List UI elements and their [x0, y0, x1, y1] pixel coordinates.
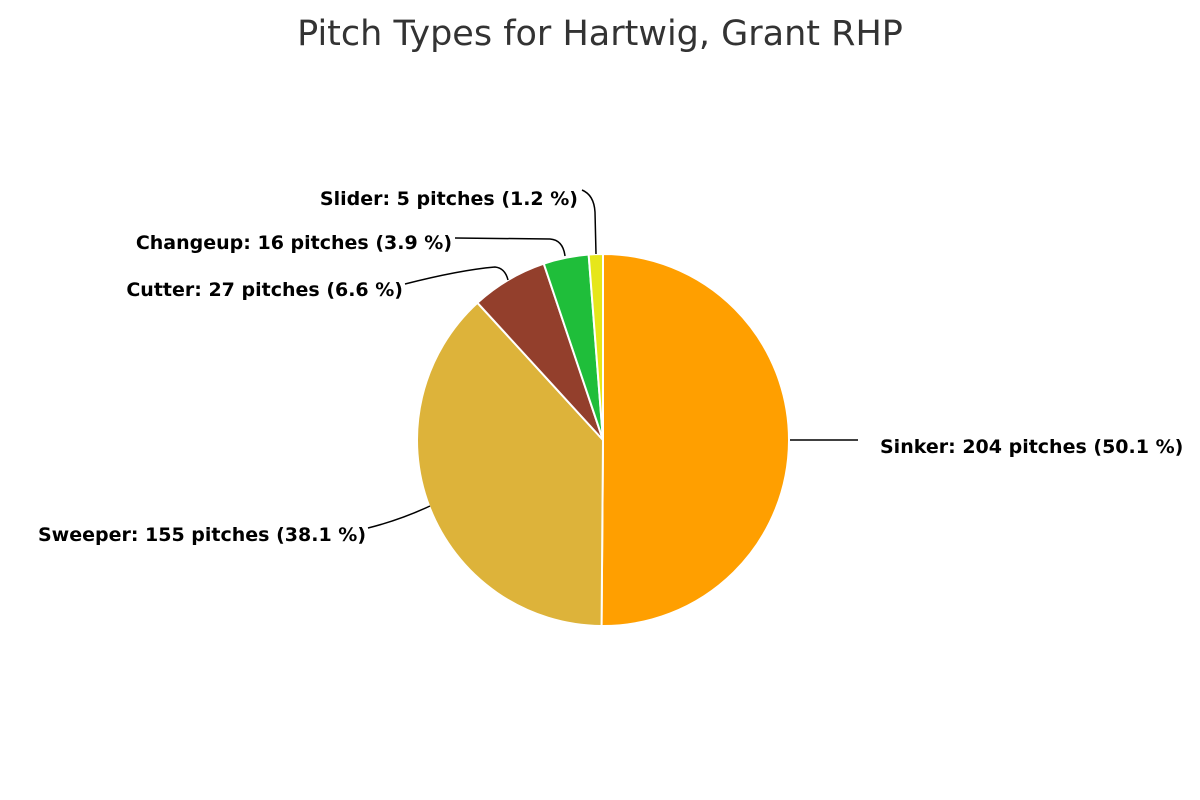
pie-slice-slider[interactable] — [587, 252, 604, 441]
connector-cutter — [404, 266, 509, 285]
data-label-changeup: Changeup: 16 pitches (3.9 %) — [136, 232, 452, 254]
data-label-sweeper: Sweeper: 155 pitches (38.1 %) — [38, 524, 366, 546]
chart-title: Pitch Types for Hartwig, Grant RHP — [297, 14, 903, 54]
pie-slice-sinker[interactable] — [600, 252, 791, 627]
connector-sweeper — [367, 505, 431, 529]
data-label-sinker: Sinker: 204 pitches (50.1 %) — [880, 436, 1183, 458]
connector-changeup — [454, 237, 566, 257]
data-label-cutter: Cutter: 27 pitches (6.6 %) — [126, 279, 403, 301]
connector-slider — [581, 189, 597, 255]
data-label-slider: Slider: 5 pitches (1.2 %) — [320, 188, 578, 210]
